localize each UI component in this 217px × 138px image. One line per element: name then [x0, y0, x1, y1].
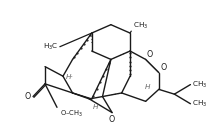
Text: O: O — [147, 50, 153, 59]
Text: H: H — [145, 84, 150, 90]
Text: O: O — [24, 92, 31, 101]
Text: O–CH$_3$: O–CH$_3$ — [60, 109, 83, 120]
Text: H·: H· — [66, 74, 74, 80]
Text: CH$_3$: CH$_3$ — [192, 99, 207, 109]
Text: CH$_3$: CH$_3$ — [192, 79, 207, 90]
Text: O: O — [160, 63, 166, 72]
Text: H$_3$C: H$_3$C — [43, 42, 59, 52]
Text: O: O — [109, 115, 115, 124]
Text: H: H — [93, 104, 99, 110]
Text: CH$_3$: CH$_3$ — [133, 20, 148, 31]
